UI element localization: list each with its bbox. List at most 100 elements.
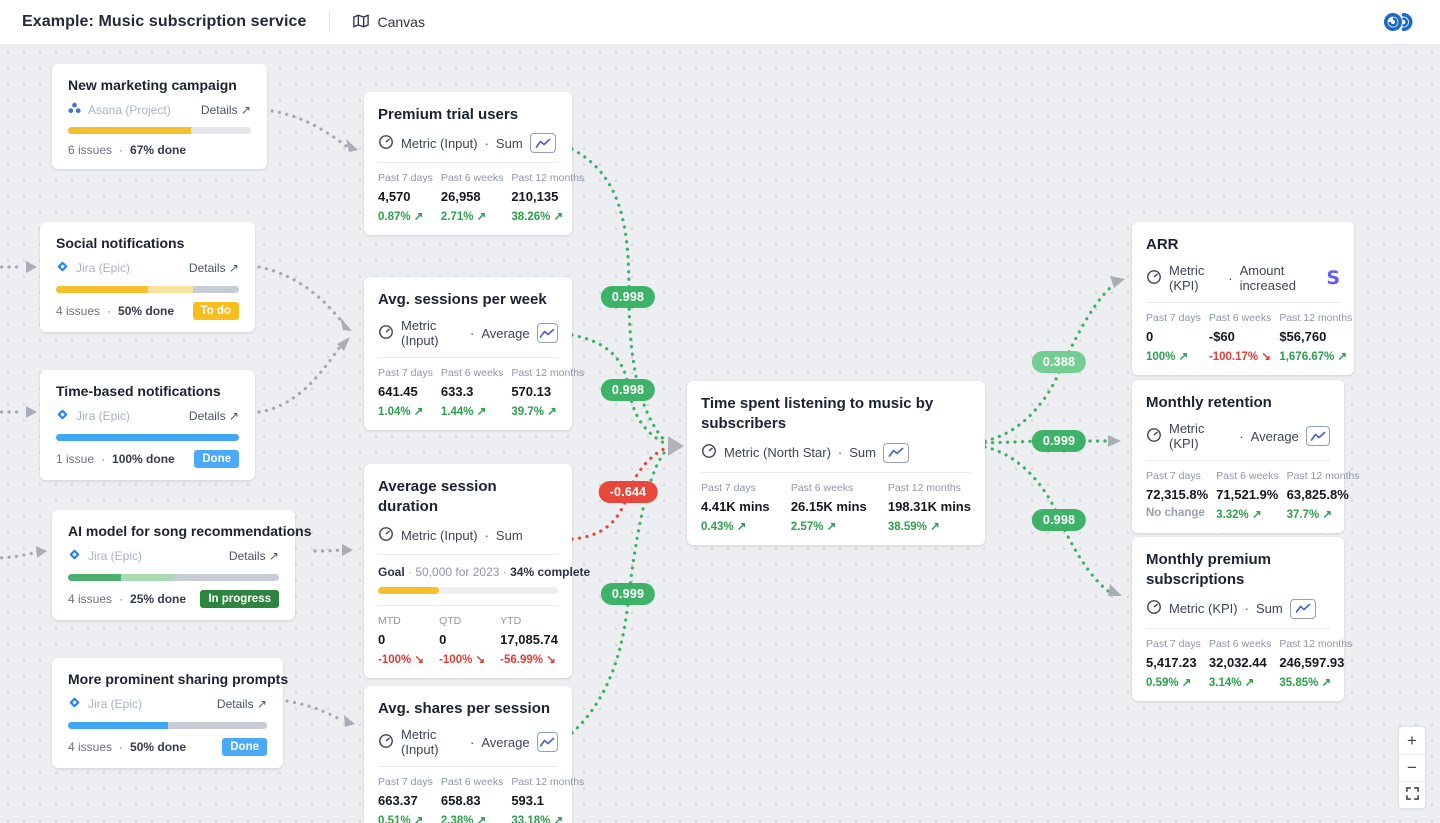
metric-value: 633.3 bbox=[440, 384, 474, 400]
fit-view-button[interactable] bbox=[1399, 781, 1425, 808]
dot-separator: · bbox=[470, 734, 475, 750]
correlation-badge[interactable]: -0.644 bbox=[598, 481, 658, 503]
progress-bar bbox=[68, 722, 267, 729]
correlation-badge[interactable]: 0.998 bbox=[600, 379, 656, 401]
period-label: Past 6 weeks bbox=[440, 367, 504, 380]
progress-bar bbox=[56, 434, 239, 441]
dot-separator: · bbox=[119, 592, 124, 606]
project-card-ai-model[interactable]: AI model for song recommendations Jira (… bbox=[52, 510, 312, 620]
metric-gauge-icon bbox=[378, 733, 394, 752]
correlation-badge[interactable]: 0.998 bbox=[600, 286, 656, 308]
canvas[interactable]: New marketing campaign Asana (Project) D… bbox=[0, 45, 1440, 823]
metric-card-avg-shares-per-session[interactable]: Avg. shares per session Metric (Input) ·… bbox=[364, 686, 584, 823]
metric-value: -$60 bbox=[1208, 329, 1235, 345]
period-label: Past 12 months bbox=[511, 367, 585, 380]
metric-title: ARR bbox=[1146, 236, 1179, 253]
details-link[interactable]: Details ↗ bbox=[188, 409, 239, 423]
sparkline-chart-icon[interactable] bbox=[529, 133, 556, 154]
sparkline-chart-icon[interactable] bbox=[536, 732, 558, 753]
project-card-social-notifications[interactable]: Social notifications Jira (Epic) Details… bbox=[40, 222, 255, 332]
metric-delta: 0.51% ↗ bbox=[378, 815, 424, 823]
metric-card-monthly-premium-subscriptions[interactable]: Monthly premium subscriptions Metric (KP… bbox=[1132, 537, 1352, 701]
metric-delta: 2.57% ↗ bbox=[790, 520, 837, 533]
metric-agg: Sum bbox=[849, 445, 876, 460]
metric-agg: Sum bbox=[495, 135, 523, 151]
metric-value: 4,570 bbox=[378, 189, 411, 205]
dot-separator: · bbox=[1244, 601, 1249, 616]
metric-card-average-session-duration[interactable]: Average session duration Metric (Input) … bbox=[364, 464, 591, 678]
sparkline-chart-icon[interactable] bbox=[1305, 426, 1330, 447]
status-badge: To do bbox=[192, 302, 239, 320]
metric-value: 4.41K mins bbox=[701, 498, 770, 514]
divider bbox=[378, 604, 558, 606]
map-icon bbox=[352, 13, 370, 32]
project-source: Jira (Epic) bbox=[76, 409, 131, 423]
done-percent: 100% done bbox=[112, 452, 175, 466]
correlation-badge[interactable]: 0.999 bbox=[600, 583, 656, 605]
period-label: Past 12 months bbox=[1279, 637, 1353, 650]
asana-icon bbox=[68, 102, 81, 117]
project-title: AI model for song recommendations bbox=[68, 523, 312, 539]
metric-card-time-spent-listening[interactable]: Time spent listening to music by subscri… bbox=[687, 381, 985, 545]
metric-card-arr[interactable]: ARR Metric (KPI) · Amount increased S Pa… bbox=[1132, 222, 1354, 376]
jira-icon bbox=[68, 696, 81, 712]
dot-separator: · bbox=[119, 143, 124, 157]
details-link[interactable]: Details ↗ bbox=[228, 549, 279, 563]
period-label: Past 6 weeks bbox=[790, 481, 854, 494]
status-badge: In progress bbox=[200, 590, 279, 608]
project-card-sharing-prompts[interactable]: More prominent sharing prompts Jira (Epi… bbox=[52, 658, 288, 768]
correlation-badge[interactable]: 0.999 bbox=[1031, 430, 1087, 452]
done-percent: 25% done bbox=[130, 592, 187, 606]
done-percent: 50% done bbox=[130, 740, 187, 754]
dot-separator: · bbox=[1239, 428, 1244, 444]
metric-type: Metric (Input) bbox=[401, 527, 478, 543]
period-label: Past 7 days bbox=[378, 776, 433, 789]
correlation-badge[interactable]: 0.998 bbox=[1031, 509, 1087, 531]
correlation-badge[interactable]: 0.388 bbox=[1031, 351, 1087, 373]
nav-canvas-label: Canvas bbox=[377, 14, 425, 30]
metric-card-premium-trial-users[interactable]: Premium trial users Metric (Input) · Sum… bbox=[364, 92, 584, 236]
canvas-controls: + − bbox=[1398, 726, 1426, 809]
details-link[interactable]: Details ↗ bbox=[188, 261, 239, 275]
project-card-new-marketing-campaign[interactable]: New marketing campaign Asana (Project) D… bbox=[52, 64, 267, 169]
dot-separator: · bbox=[119, 740, 124, 754]
top-bar: Example: Music subscription service Canv… bbox=[0, 0, 1440, 45]
metric-title: Premium trial users bbox=[378, 106, 519, 123]
sparkline-chart-icon[interactable] bbox=[882, 442, 909, 463]
project-card-time-based-notifications[interactable]: Time-based notifications Jira (Epic) Det… bbox=[40, 370, 255, 480]
jira-icon bbox=[56, 260, 69, 276]
metric-value: 663.37 bbox=[378, 793, 418, 809]
zoom-in-button[interactable]: + bbox=[1407, 730, 1417, 750]
app-logo[interactable] bbox=[1382, 9, 1418, 35]
details-link[interactable]: Details ↗ bbox=[200, 102, 251, 117]
fullscreen-icon bbox=[1405, 785, 1419, 805]
sparkline-chart-icon[interactable] bbox=[1289, 598, 1316, 619]
metric-gauge-icon bbox=[1146, 427, 1162, 446]
metric-gauge-icon bbox=[1146, 269, 1162, 288]
metric-card-monthly-retention[interactable]: Monthly retention Metric (KPI) · Average… bbox=[1132, 380, 1360, 534]
progress-bar bbox=[68, 574, 279, 581]
period-label: QTD bbox=[439, 614, 462, 627]
metric-value: 0 bbox=[439, 631, 447, 647]
metric-title: Monthly retention bbox=[1146, 394, 1272, 411]
goal-progress-bar bbox=[378, 586, 558, 594]
jira-icon bbox=[68, 548, 81, 564]
metric-delta: 0.43% ↗ bbox=[701, 520, 747, 533]
metric-value: 5,417.23 bbox=[1146, 654, 1197, 670]
sparkline-chart-icon[interactable] bbox=[536, 323, 558, 344]
status-badge: Done bbox=[194, 450, 239, 468]
goal-row: Goal · 50,000 for 2023 · 34% complete bbox=[378, 564, 591, 579]
zoom-out-button[interactable]: − bbox=[1399, 754, 1425, 781]
issues-count: 6 issues bbox=[68, 143, 113, 157]
metric-delta: 2.71% ↗ bbox=[440, 211, 487, 224]
nav-canvas[interactable]: Canvas bbox=[352, 13, 425, 32]
details-link[interactable]: Details ↗ bbox=[216, 697, 267, 711]
metric-title: Avg. shares per session bbox=[378, 700, 551, 717]
metric-type: Metric (Input) bbox=[401, 318, 439, 349]
done-percent: 67% done bbox=[130, 143, 187, 157]
metric-card-avg-sessions-per-week[interactable]: Avg. sessions per week Metric (Input) · … bbox=[364, 277, 584, 431]
metric-gauge-icon bbox=[1146, 599, 1162, 618]
metric-value: 63,825.8% bbox=[1286, 487, 1349, 503]
goal-target: 50,000 for 2023 bbox=[415, 564, 500, 579]
metric-value: 72,315.8% bbox=[1146, 487, 1209, 503]
